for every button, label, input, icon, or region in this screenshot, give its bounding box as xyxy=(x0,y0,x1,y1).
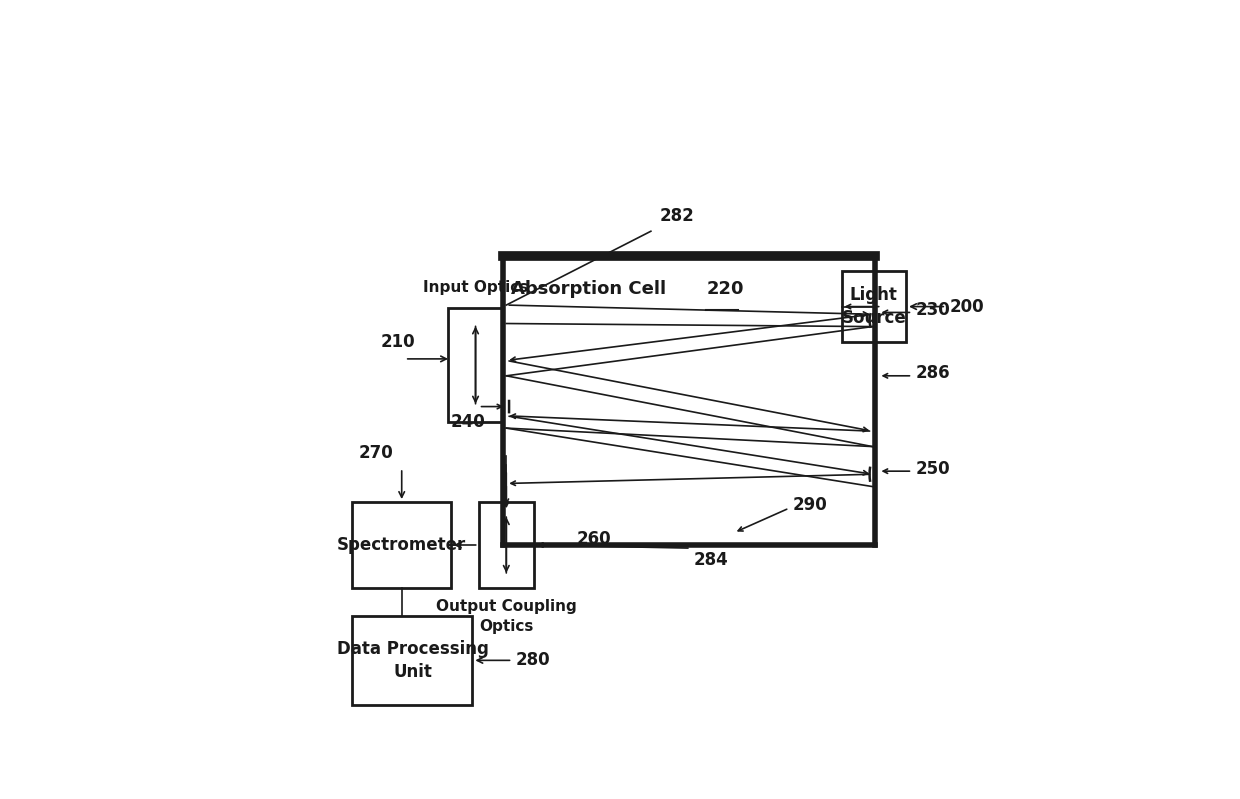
Text: 260: 260 xyxy=(577,530,611,548)
Text: 240: 240 xyxy=(451,413,486,431)
Text: 282: 282 xyxy=(660,207,694,225)
Text: 280: 280 xyxy=(516,651,551,670)
Text: 284: 284 xyxy=(694,551,729,569)
Text: 250: 250 xyxy=(915,459,950,478)
Bar xyxy=(352,616,472,705)
Text: 286: 286 xyxy=(915,364,950,383)
Text: Data Processing
Unit: Data Processing Unit xyxy=(336,639,489,682)
Text: 230: 230 xyxy=(915,301,950,319)
Text: 210: 210 xyxy=(381,332,415,351)
Bar xyxy=(479,502,534,588)
Text: Input Optics: Input Optics xyxy=(423,280,528,295)
Text: 200: 200 xyxy=(950,297,983,316)
Bar xyxy=(448,308,503,422)
Bar xyxy=(842,271,906,342)
Text: 270: 270 xyxy=(358,444,393,462)
Bar xyxy=(503,256,875,545)
Bar xyxy=(352,502,451,588)
Text: Output Coupling
Optics: Output Coupling Optics xyxy=(436,599,577,634)
Text: 220: 220 xyxy=(707,280,744,299)
Text: Absorption Cell: Absorption Cell xyxy=(511,280,666,299)
Text: 290: 290 xyxy=(792,496,827,514)
Text: Spectrometer: Spectrometer xyxy=(337,536,466,554)
Text: Light
Source: Light Source xyxy=(842,286,906,328)
